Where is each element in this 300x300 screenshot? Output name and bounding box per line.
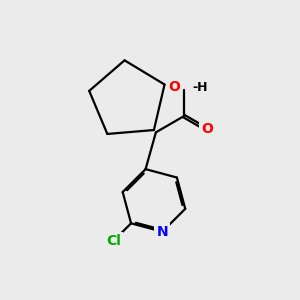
Text: O: O — [169, 80, 180, 94]
Text: N: N — [157, 225, 168, 239]
Text: O: O — [201, 122, 213, 136]
Text: -H: -H — [192, 81, 208, 94]
Text: Cl: Cl — [106, 234, 121, 248]
